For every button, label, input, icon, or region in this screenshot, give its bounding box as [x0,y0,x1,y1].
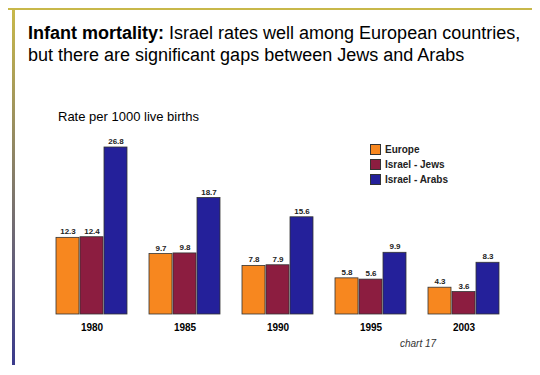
svg-text:1990: 1990 [267,322,290,333]
svg-text:1985: 1985 [174,322,197,333]
svg-text:9.7: 9.7 [155,244,167,253]
svg-text:15.6: 15.6 [294,207,310,216]
svg-text:18.7: 18.7 [201,188,217,197]
svg-text:12.4: 12.4 [84,227,100,236]
svg-text:7.8: 7.8 [248,255,260,264]
svg-text:1980: 1980 [81,322,104,333]
svg-text:1995: 1995 [360,322,383,333]
svg-text:26.8: 26.8 [108,137,124,146]
html-text:Israel - Arabs: Israel - Arabs [385,174,448,185]
svg-text:8.3: 8.3 [482,252,494,261]
svg-text:9.8: 9.8 [179,243,191,252]
svg-text:7.9: 7.9 [272,255,284,264]
svg-text:5.6: 5.6 [365,269,377,278]
svg-text:4.3: 4.3 [434,277,446,286]
html-text:Rate per 1000 live births: Rate per 1000 live births [58,109,199,124]
svg-text:2003: 2003 [453,322,476,333]
html-text:chart 17: chart 17 [400,338,437,349]
svg-text:5.8: 5.8 [341,268,353,277]
html-text:Infant mortality: Israel rates: Infant mortality: Israel rates well amon… [28,23,521,65]
svg-text:9.9: 9.9 [389,242,401,251]
html-text:Europe: Europe [385,144,420,155]
html-text:Israel - Jews: Israel - Jews [385,159,445,170]
svg-text:12.3: 12.3 [60,227,76,236]
svg-text:3.6: 3.6 [458,282,470,291]
